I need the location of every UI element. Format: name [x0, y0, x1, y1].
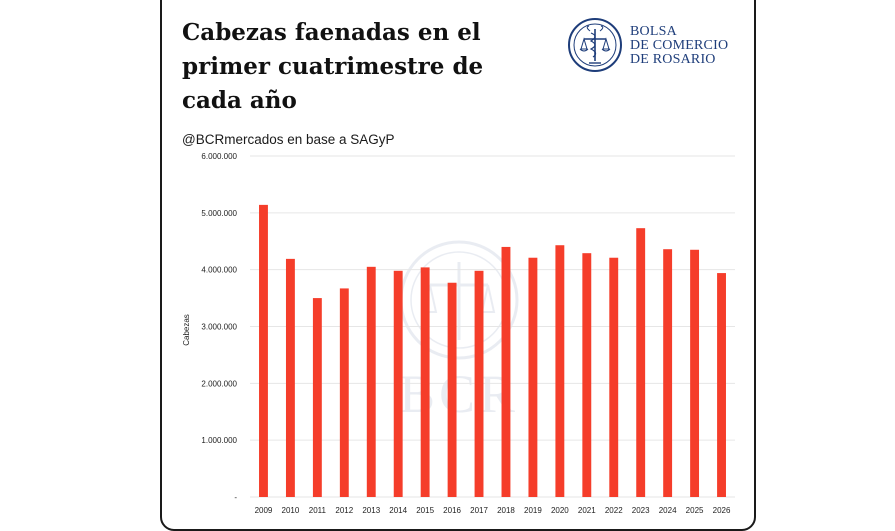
x-tick-label: 2025 [686, 506, 704, 515]
y-tick-label: 5.000.000 [201, 209, 237, 218]
bar-2010 [285, 258, 295, 497]
bar-2015 [420, 267, 430, 497]
x-tick-label: 2010 [282, 506, 300, 515]
x-tick-label: 2011 [309, 506, 327, 515]
x-tick-label: 2013 [362, 506, 380, 515]
y-tick-label: - [234, 493, 237, 502]
x-tick-label: 2012 [335, 506, 353, 515]
bar-2016 [447, 282, 457, 497]
y-tick-label: 1.000.000 [201, 436, 237, 445]
x-tick-label: 2015 [416, 506, 434, 515]
chart-source: @BCRmercados en base a SAGyP [182, 132, 395, 147]
bar-2025 [690, 249, 700, 497]
bcr-watermark-text: BCR [399, 364, 519, 424]
x-axis: 2009 2010 2011 2012 2013 2014 2015 2016 2017 2018… [255, 506, 731, 515]
y-axis-title: Cabezas [182, 314, 191, 346]
bar-2021 [582, 253, 592, 497]
bar-2023 [636, 228, 646, 497]
chart-title: Cabezas faenadas en el primer cuatrimest… [182, 19, 484, 114]
bar-chart: BCR - 1.000.000 2.000.000 3.000.000 4.000.00… [182, 152, 735, 515]
bar-2017 [474, 270, 484, 497]
bar-2019 [528, 257, 538, 497]
x-tick-label: 2024 [659, 506, 677, 515]
x-tick-label: 2016 [443, 506, 461, 515]
x-tick-label: 2018 [497, 506, 515, 515]
logo-line-2: DE COMERCIO [630, 38, 729, 53]
x-tick-label: 2019 [524, 506, 542, 515]
y-tick-label: 2.000.000 [201, 379, 237, 388]
bar-2011 [312, 298, 322, 497]
bar-2022 [609, 257, 619, 497]
y-tick-label: 4.000.000 [201, 266, 237, 275]
bcr-logo-text: BOLSA DE COMERCIO DE ROSARIO [630, 25, 728, 67]
logo-line-3: DE ROSARIO [630, 52, 716, 67]
bar-2020 [555, 245, 565, 497]
bars [259, 204, 726, 498]
bar-2014 [393, 270, 403, 497]
bar-2024 [663, 249, 673, 497]
bcr-seal-icon [568, 18, 622, 72]
x-tick-label: 2021 [578, 506, 596, 515]
x-tick-label: 2022 [605, 506, 623, 515]
bcr-watermark: BCR [399, 240, 519, 424]
bar-2012 [339, 288, 349, 497]
x-tick-label: 2017 [470, 506, 488, 515]
x-tick-label: 2023 [632, 506, 650, 515]
bar-2009 [259, 204, 268, 498]
logo-line-1: BOLSA [630, 24, 677, 39]
bar-2026 [717, 273, 726, 497]
y-axis: - 1.000.000 2.000.000 3.000.000 4.000.000 5.0… [201, 152, 237, 502]
x-tick-label: 2009 [255, 506, 273, 515]
y-tick-label: 6.000.000 [201, 152, 237, 161]
x-tick-label: 2014 [389, 506, 407, 515]
bar-2013 [366, 266, 376, 497]
grid [250, 155, 735, 498]
x-tick-label: 2026 [713, 506, 731, 515]
x-tick-label: 2020 [551, 506, 569, 515]
y-tick-label: 3.000.000 [201, 323, 237, 332]
bcr-logo: BOLSA DE COMERCIO DE ROSARIO [567, 17, 747, 77]
bar-2018 [501, 246, 511, 497]
